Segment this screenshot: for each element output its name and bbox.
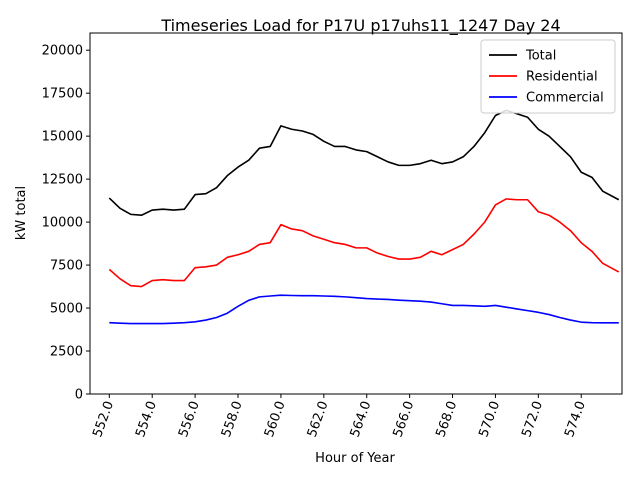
series-lines: [108, 109, 620, 325]
y-tick-label: 20000: [42, 44, 83, 59]
legend-box: [480, 39, 616, 114]
x-axis-label: Hour of Year: [315, 451, 395, 466]
y-axis-ticks: 0 2500 5000 7500 10000 12500 15000 17500 20000: [42, 44, 90, 403]
plot-frame: [89, 32, 623, 395]
y-tick-label: 15000: [42, 130, 83, 145]
legend: Total Residential Commercial: [480, 39, 616, 114]
chart-title: Timeseries Load for P17U p17uhs11_1247 D…: [160, 16, 560, 36]
y-axis-label: kW total: [14, 186, 29, 240]
y-tick-label: 7500: [50, 259, 83, 274]
y-tick-label: 5000: [50, 302, 83, 317]
series-line-commercial: [109, 294, 619, 325]
legend-label: Total: [525, 49, 556, 64]
series-line-total: [108, 109, 620, 217]
series-line-residential: [108, 198, 620, 288]
y-tick-label: 0: [75, 388, 83, 403]
legend-label: Residential: [526, 70, 598, 85]
y-tick-label: 12500: [42, 173, 83, 188]
y-tick-label: 10000: [42, 216, 83, 231]
y-tick-label: 2500: [50, 345, 83, 360]
legend-label: Commercial: [526, 91, 604, 106]
y-tick-label: 17500: [42, 87, 83, 102]
